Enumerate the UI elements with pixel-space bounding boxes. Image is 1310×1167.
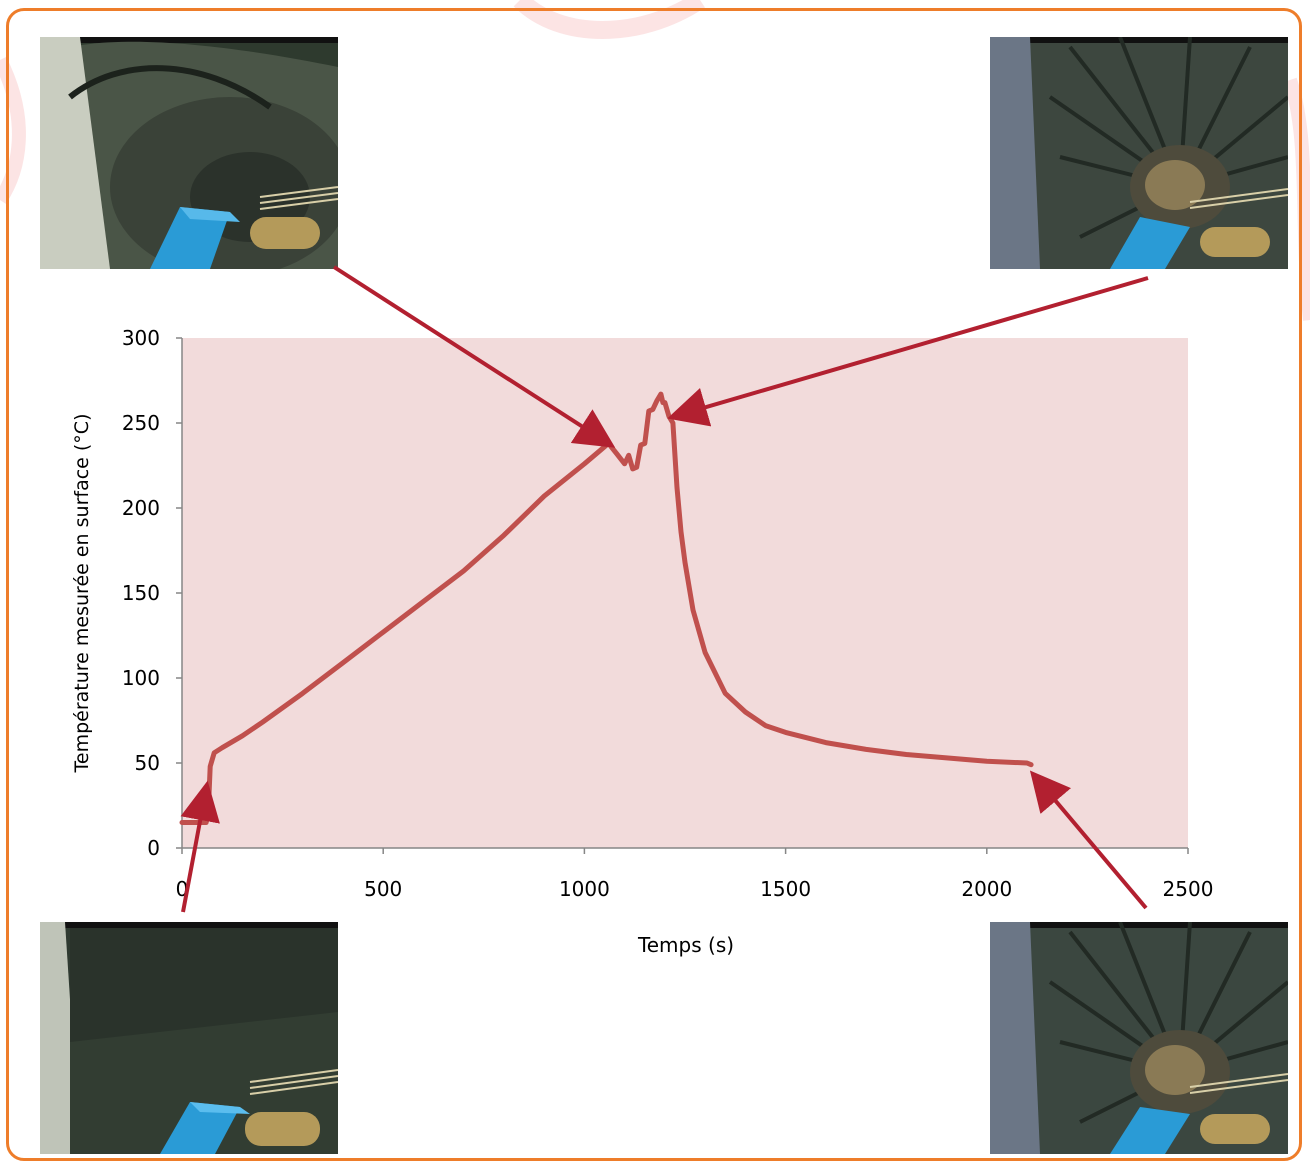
y-tick-label: 100 (122, 666, 160, 690)
y-tick-label: 300 (122, 326, 160, 350)
y-axis-label: Température mesurée en surface (°C) (71, 414, 93, 774)
x-tick-label: 500 (364, 877, 402, 901)
x-tick-label: 1000 (559, 877, 610, 901)
x-tick-label: 2000 (961, 877, 1012, 901)
arrow-top-right (667, 276, 1149, 427)
outer-frame (6, 8, 1302, 1161)
arrow-bottom-right (1029, 770, 1148, 910)
x-axis-label: Temps (s) (637, 933, 734, 957)
x-tick-label: 2500 (1163, 877, 1214, 901)
x-tick-label: 1500 (760, 877, 811, 901)
y-tick-label: 50 (135, 751, 160, 775)
y-tick-label: 150 (122, 581, 160, 605)
temperature-series-line (179, 391, 1034, 825)
y-tick-label: 200 (122, 496, 160, 520)
arrow-top-left (332, 265, 616, 448)
photo-bottom-right (990, 922, 1288, 1154)
y-ticks: 0 50 100 150 200 250 300 (122, 326, 182, 860)
arrow-bottom-left (180, 780, 220, 913)
y-tick-label: 0 (147, 836, 160, 860)
x-ticks: 0 500 1000 1500 2000 2500 (176, 848, 1214, 901)
photo-bottom-left (40, 922, 338, 1154)
photo-top-left (40, 37, 338, 269)
y-tick-label: 250 (122, 411, 160, 435)
annotation-arrows (180, 265, 1149, 913)
photo-top-right (990, 37, 1288, 269)
